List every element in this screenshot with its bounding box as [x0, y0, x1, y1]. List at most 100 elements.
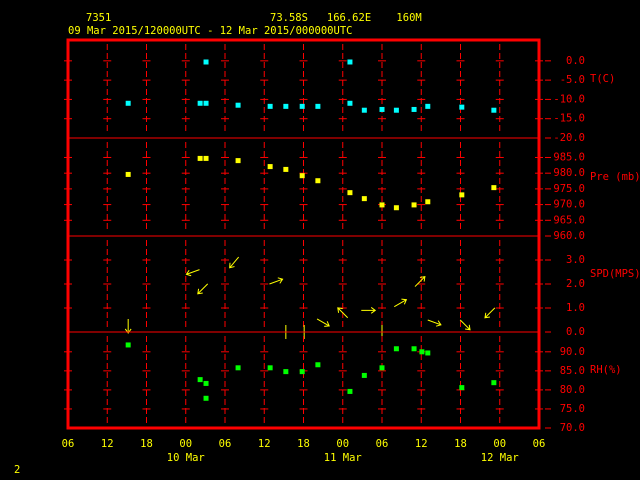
day-label: 10 Mar — [167, 452, 205, 464]
x-tick-label: 12 — [101, 438, 114, 450]
x-tick-label: 06 — [62, 438, 75, 450]
x-tick-label: 18 — [297, 438, 310, 450]
point — [236, 158, 241, 163]
wind-arrow — [485, 308, 495, 318]
point — [198, 101, 203, 106]
point — [126, 342, 131, 347]
wind-arrow — [460, 320, 470, 330]
point — [412, 202, 417, 207]
wind-arrow — [186, 270, 199, 276]
y-tick-label: 0.0 — [566, 55, 585, 67]
point — [347, 59, 352, 64]
point — [236, 103, 241, 108]
point — [204, 381, 209, 386]
point — [394, 346, 399, 351]
point — [347, 101, 352, 106]
point — [315, 178, 320, 183]
wind-arrow — [269, 278, 282, 284]
point — [412, 346, 417, 351]
point — [204, 396, 209, 401]
wind-arrow — [230, 257, 239, 268]
x-tick-label: 12 — [415, 438, 428, 450]
x-tick-label: 18 — [140, 438, 153, 450]
point — [268, 104, 273, 109]
point — [283, 104, 288, 109]
point — [362, 373, 367, 378]
wind-arrow — [394, 299, 406, 307]
point — [268, 365, 273, 370]
point — [380, 365, 385, 370]
day-label: 11 Mar — [324, 452, 362, 464]
point — [126, 101, 131, 106]
day-label: 12 Mar — [481, 452, 519, 464]
x-tick-label: 18 — [454, 438, 467, 450]
point — [315, 104, 320, 109]
point — [425, 199, 430, 204]
y-tick-label: 85.0 — [560, 365, 585, 377]
wind-arrow — [415, 277, 425, 287]
point — [380, 202, 385, 207]
point — [419, 349, 424, 354]
point — [300, 104, 305, 109]
y-tick-label: 965.0 — [553, 214, 585, 226]
y-tick-label: 2.0 — [566, 278, 585, 290]
y-tick-label: 975.0 — [553, 183, 585, 195]
point — [425, 350, 430, 355]
y-tick-label: 90.0 — [560, 346, 585, 358]
point — [394, 108, 399, 113]
point — [491, 108, 496, 113]
point — [362, 196, 367, 201]
point — [198, 156, 203, 161]
point — [236, 365, 241, 370]
y-tick-label: -20.0 — [553, 132, 585, 144]
point — [425, 104, 430, 109]
point — [204, 59, 209, 64]
location: 73.58S 166.62E 160M — [270, 12, 422, 24]
point — [347, 190, 352, 195]
y-tick-label: -10.0 — [553, 93, 585, 105]
x-tick-label: 00 — [179, 438, 192, 450]
y-axis-label: RH(%) — [590, 364, 622, 376]
y-axis-label: Pre (mb) — [590, 171, 640, 183]
point — [204, 156, 209, 161]
wind-arrow — [317, 319, 329, 327]
point — [380, 107, 385, 112]
point — [300, 369, 305, 374]
x-tick-label: 12 — [258, 438, 271, 450]
wind-arrow — [361, 307, 375, 313]
point — [459, 105, 464, 110]
y-tick-label: 0.0 — [566, 326, 585, 338]
period: 09 Mar 2015/120000UTC - 12 Mar 2015/0000… — [68, 25, 352, 37]
wind-arrow — [198, 284, 208, 294]
point — [315, 362, 320, 367]
point — [204, 101, 209, 106]
y-tick-label: 985.0 — [553, 151, 585, 163]
x-tick-label: 00 — [336, 438, 349, 450]
point — [347, 389, 352, 394]
page-number: 2 — [14, 464, 20, 476]
point — [491, 380, 496, 385]
point — [459, 385, 464, 390]
y-tick-label: 3.0 — [566, 254, 585, 266]
x-tick-label: 00 — [493, 438, 506, 450]
x-tick-label: 06 — [533, 438, 546, 450]
x-tick-label: 06 — [376, 438, 389, 450]
y-tick-label: -5.0 — [560, 74, 585, 86]
y-axis-label: SPD(MPS) — [590, 268, 640, 280]
y-tick-label: 75.0 — [560, 403, 585, 415]
point — [300, 173, 305, 178]
y-tick-label: 970.0 — [553, 199, 585, 211]
point — [198, 377, 203, 382]
point — [283, 167, 288, 172]
point — [126, 172, 131, 177]
point — [268, 164, 273, 169]
x-tick-label: 06 — [219, 438, 232, 450]
point — [459, 192, 464, 197]
y-tick-label: 960.0 — [553, 230, 585, 242]
wind-arrow — [125, 319, 131, 333]
y-tick-label: -15.0 — [553, 113, 585, 125]
point — [362, 108, 367, 113]
y-tick-label: 1.0 — [566, 302, 585, 314]
